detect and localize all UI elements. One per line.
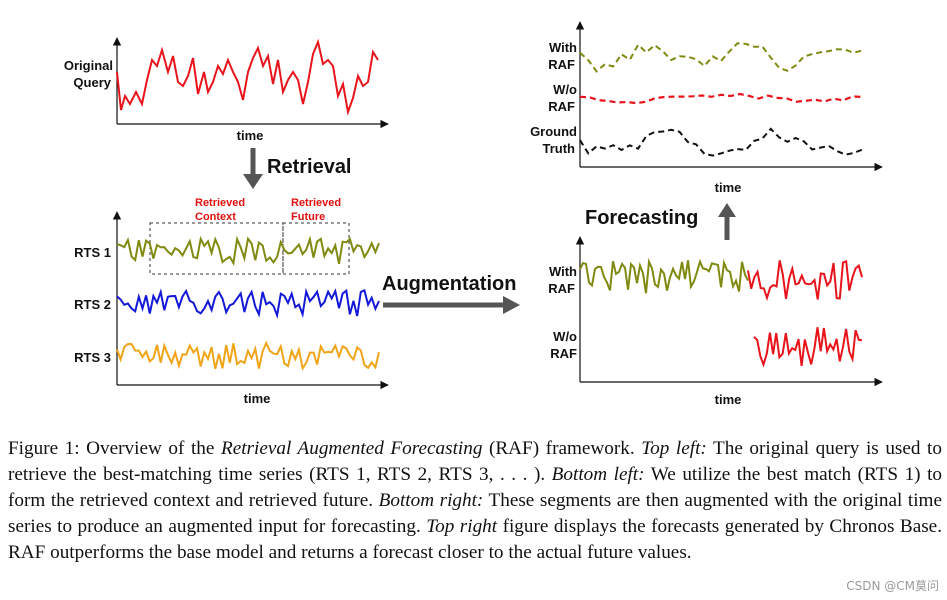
retrieved-future-label-line2: Future xyxy=(291,211,325,223)
x-axis-label: time xyxy=(244,391,271,406)
without-raf-label-line1: W/o xyxy=(553,82,577,97)
rts3-label: RTS 3 xyxy=(74,350,111,365)
retrieved-context-label-line2: Context xyxy=(195,211,236,223)
rts2-series xyxy=(116,287,380,320)
with-raf-context-series xyxy=(579,257,749,294)
query-label-line2: Query xyxy=(73,75,111,90)
x-axis-label: time xyxy=(237,128,264,143)
with-raf-label-line2: RAF xyxy=(548,281,575,296)
rts2-label: RTS 2 xyxy=(74,297,111,312)
ground-truth-label-line2: Truth xyxy=(543,141,576,156)
caption-text: Figure 1: Overview of the Retrieval Augm… xyxy=(8,436,942,566)
with-raf-forecast-series xyxy=(579,42,863,73)
retrieved-future-box xyxy=(282,222,350,275)
raf-framework-diagram: Original Query time Retrieval Retrieved … xyxy=(64,21,883,407)
rts3-series xyxy=(116,340,380,371)
panel-top-left: Original Query time xyxy=(64,37,389,143)
caption-fig-title: Retrieval Augmented Forecasting xyxy=(220,438,483,459)
caption-seg-2: The original query is used to retrieve t… xyxy=(8,438,942,485)
augmentation-arrow: Augmentation xyxy=(382,273,520,314)
rts1-label: RTS 1 xyxy=(74,245,111,260)
caption-bottom-left: Bottom left: xyxy=(551,464,645,485)
without-raf-label-line2: RAF xyxy=(550,346,577,361)
retrieved-future-label-line1: Retrieved xyxy=(291,197,341,209)
ground-truth-label-line1: Ground xyxy=(530,124,577,139)
with-raf-query-series xyxy=(747,260,863,302)
augmentation-label: Augmentation xyxy=(382,273,516,295)
ground-truth-series xyxy=(579,127,863,157)
caption-top-left: Top left: xyxy=(641,438,707,459)
forecasting-label: Forecasting xyxy=(585,207,698,229)
caption-seg-5: figure displays the forecasts generated … xyxy=(8,516,942,563)
query-label-line1: Original xyxy=(64,58,113,73)
with-raf-label-line1: With xyxy=(549,264,577,279)
retrieval-arrow: Retrieval xyxy=(243,148,352,189)
caption-top-right: Top right xyxy=(426,516,498,537)
without-raf-forecast-series xyxy=(579,92,863,105)
caption-seg-3: We utilize the best match (RTS 1) to for… xyxy=(8,464,943,511)
retrieved-context-label-line1: Retrieved xyxy=(195,197,245,209)
without-raf-label-line2: RAF xyxy=(548,99,575,114)
panel-top-right: With RAF W/o RAF Ground Truth time xyxy=(530,21,883,195)
without-raf-label-line1: W/o xyxy=(553,329,577,344)
caption-seg-4: These segments are then augmented with t… xyxy=(8,490,942,537)
figure-caption: Figure 1: Overview of the Retrieval Augm… xyxy=(8,436,942,566)
caption-fig-label: Figure 1: Overview of the xyxy=(8,438,221,459)
x-axis-label: time xyxy=(715,180,742,195)
caption-bottom-right: Bottom right: xyxy=(378,490,484,511)
without-raf-query-series xyxy=(753,327,863,368)
with-raf-label-line1: With xyxy=(549,40,577,55)
caption-seg-1: (RAF) framework. xyxy=(482,438,642,459)
panel-bottom-right: With RAF W/o RAF time xyxy=(548,236,883,407)
rts1-series xyxy=(116,235,380,267)
watermark: CSDN @CM莫问 xyxy=(846,579,939,593)
forecasting-arrow: Forecasting xyxy=(585,203,736,240)
x-axis-label: time xyxy=(715,392,742,407)
retrieval-label: Retrieval xyxy=(267,156,352,178)
with-raf-label-line2: RAF xyxy=(548,57,575,72)
panel-bottom-left: Retrieved Context Retrieved Future RTS 1… xyxy=(74,197,389,406)
original-query-series xyxy=(116,38,379,116)
